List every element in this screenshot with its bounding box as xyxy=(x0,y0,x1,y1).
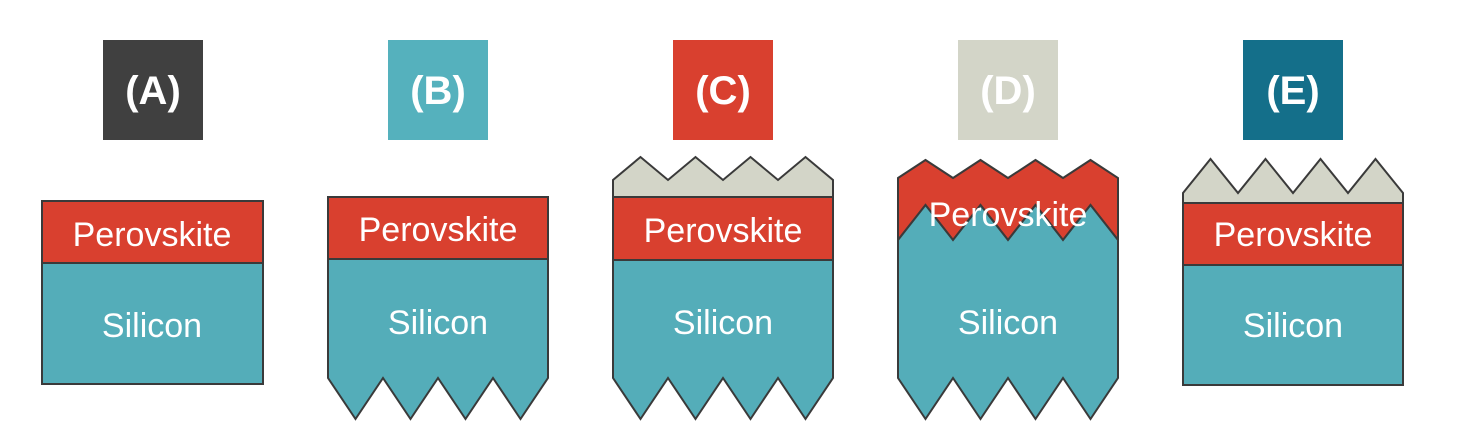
silicon-layer-e xyxy=(1182,264,1404,386)
silicon-label-e: Silicon xyxy=(1243,307,1343,345)
silicon-label-c: Silicon xyxy=(673,304,773,342)
badge-a xyxy=(103,40,203,140)
perovskite-label-c: Perovskite xyxy=(644,212,803,250)
badge-b-label: (B) xyxy=(410,69,466,113)
perovskite-label-e: Perovskite xyxy=(1214,216,1373,254)
badge-e xyxy=(1243,40,1343,140)
silicon-layer-a xyxy=(41,262,264,385)
silicon-layer-b xyxy=(327,258,549,421)
silicon-label-d: Silicon xyxy=(958,304,1058,342)
perovskite-label-d: Perovskite xyxy=(929,196,1088,234)
panel-d: (D) Perovskite Silicon xyxy=(897,40,1119,421)
panel-e: (E) Perovskite Silicon xyxy=(1182,40,1404,386)
badge-d-label: (D) xyxy=(980,69,1036,113)
front-texture-e xyxy=(1182,157,1404,204)
perovskite-layer-a xyxy=(41,200,264,264)
perovskite-layer-b xyxy=(327,196,549,260)
perovskite-layer-c xyxy=(612,196,834,261)
silicon-label-b: Silicon xyxy=(388,304,488,342)
silicon-layer-d xyxy=(897,203,1119,421)
panel-a: (A) Perovskite Silicon xyxy=(41,40,264,385)
front-texture-c xyxy=(612,155,834,198)
badge-c xyxy=(673,40,773,140)
badge-b xyxy=(388,40,488,140)
badge-e-label: (E) xyxy=(1266,69,1319,113)
silicon-layer-c xyxy=(612,259,834,421)
badge-a-label: (A) xyxy=(125,69,181,113)
badge-c-label: (C) xyxy=(695,69,751,113)
panel-b: (B) Perovskite Silicon xyxy=(327,40,549,421)
panel-c: (C) Perovskite Silicon xyxy=(612,40,834,421)
badge-d xyxy=(958,40,1058,140)
perovskite-label-a: Perovskite xyxy=(73,216,232,254)
silicon-label-a: Silicon xyxy=(102,307,202,345)
perovskite-label-b: Perovskite xyxy=(359,211,518,249)
